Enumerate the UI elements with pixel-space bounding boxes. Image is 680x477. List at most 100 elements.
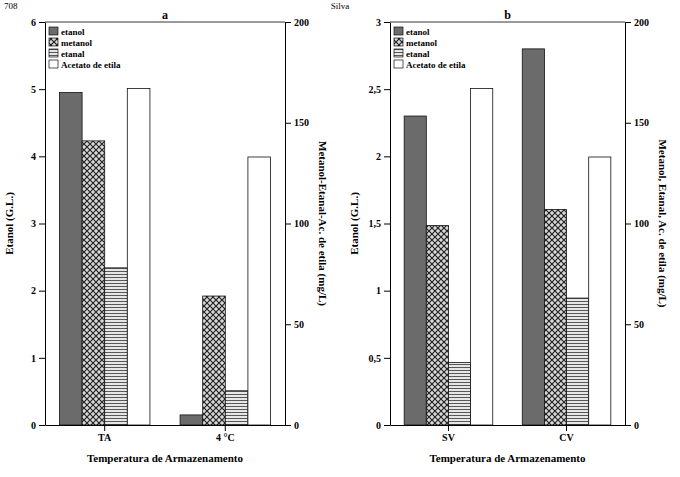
legend-label: Acetato de etila	[61, 60, 121, 70]
bar	[567, 298, 589, 425]
tick: 5	[31, 84, 45, 95]
tick: 150	[625, 117, 649, 128]
legend-label: metanol	[61, 38, 92, 48]
legend-entry: metanol	[394, 38, 437, 48]
tick-label: SV	[442, 432, 456, 443]
tick-mark	[625, 123, 631, 124]
tick-label: 6	[31, 17, 36, 28]
axis-line	[391, 425, 626, 426]
tick-mark	[104, 425, 105, 431]
x-axis: SV CV	[391, 425, 626, 443]
tick: 200	[625, 17, 649, 28]
bar	[180, 415, 203, 425]
bar	[448, 363, 470, 425]
tick-label: 0	[294, 420, 299, 431]
tick-mark	[285, 425, 291, 426]
tick-label: 150	[294, 117, 309, 128]
tick-label: 50	[294, 319, 304, 330]
tick: 1,5	[369, 218, 391, 229]
bar	[426, 226, 448, 425]
axis-line	[390, 23, 391, 426]
tick-mark	[384, 425, 390, 426]
tick-label: 4	[31, 151, 36, 162]
y2-axis: 0 50 100 150 200	[625, 17, 649, 431]
bar	[471, 88, 493, 425]
tick-mark	[448, 425, 449, 431]
bars	[59, 88, 270, 425]
tick: 3	[31, 218, 45, 229]
tick: 2	[376, 151, 390, 162]
page-number: 708	[4, 1, 18, 11]
tick-label: 100	[294, 218, 309, 229]
tick: 1	[31, 353, 45, 364]
tick-label: 5	[31, 84, 36, 95]
legend-entry: etanol	[394, 27, 430, 37]
legend-swatch	[394, 38, 403, 46]
legend-entry: etanal	[394, 49, 430, 59]
legend-swatch	[49, 49, 58, 57]
legend-swatch	[49, 27, 58, 35]
legend-label: etanol	[406, 27, 430, 37]
tick: 6	[31, 17, 45, 28]
tick: 50	[625, 319, 644, 330]
tick-label: 1	[376, 285, 381, 296]
tick-mark	[566, 425, 567, 431]
tick: 50	[285, 319, 304, 330]
tick-mark	[384, 156, 390, 157]
tick: 0	[376, 420, 390, 431]
tick-label: 4 °C	[216, 432, 235, 443]
tick-label: 0	[634, 420, 639, 431]
tick: 150	[285, 117, 309, 128]
y-axis-title: Etanol (G.L.)	[3, 192, 16, 255]
bars	[404, 49, 611, 425]
bar	[127, 88, 150, 425]
tick-label: 3	[31, 218, 36, 229]
tick-label: CV	[559, 432, 574, 443]
tick-label: 0	[31, 420, 36, 431]
chart-title: b	[504, 8, 511, 22]
tick: SV	[442, 425, 456, 443]
bar	[105, 268, 128, 425]
tick: 0	[285, 420, 299, 431]
legend-swatch	[49, 38, 58, 46]
tick: 200	[285, 17, 309, 28]
tick-mark	[285, 123, 291, 124]
axis-line	[45, 23, 46, 426]
tick: 100	[285, 218, 309, 229]
bar	[225, 391, 248, 425]
tick: 4 °C	[216, 425, 235, 443]
tick-label: 150	[634, 117, 649, 128]
tick: 0	[625, 420, 639, 431]
x-axis-title: Temperatura de Armazenamento	[429, 452, 586, 464]
y-axis-title: Etanol (G.L.)	[348, 192, 361, 255]
author: Silva	[331, 1, 350, 11]
bar	[203, 296, 226, 425]
tick: 0,5	[369, 353, 391, 364]
tick: CV	[559, 425, 574, 443]
tick: 2	[31, 285, 45, 296]
y2-axis-title: Metanol, Etanal, Ac. de etila (mg/L)	[656, 139, 669, 307]
panel: 00,511,522,53050100150200SVCVbTemperatur…	[348, 8, 669, 464]
tick-label: 100	[634, 218, 649, 229]
legend-swatch	[49, 60, 58, 68]
y-axis: 00,511,522,53	[369, 17, 391, 431]
bar	[522, 49, 544, 425]
tick-mark	[285, 224, 291, 225]
y-axis: 0 1 2 3 4 5 6	[31, 17, 46, 431]
tick-mark	[285, 22, 291, 23]
legend-entry: Acetato de etila	[394, 60, 466, 70]
tick-mark	[625, 22, 631, 23]
legend: etanolmetanoletanalAcetato de etila	[394, 27, 466, 70]
y2-axis: 0 50 100 150 200	[285, 17, 309, 431]
tick-mark	[285, 324, 291, 325]
tick-label: 2	[31, 285, 36, 296]
tick: 3	[376, 17, 390, 28]
tick-mark	[39, 224, 45, 225]
tick-mark	[625, 224, 631, 225]
tick-mark	[39, 358, 45, 359]
bar	[589, 157, 611, 425]
bar	[544, 209, 566, 425]
tick-mark	[384, 89, 390, 90]
legend-swatch	[394, 27, 403, 35]
legend-label: metanol	[406, 38, 437, 48]
